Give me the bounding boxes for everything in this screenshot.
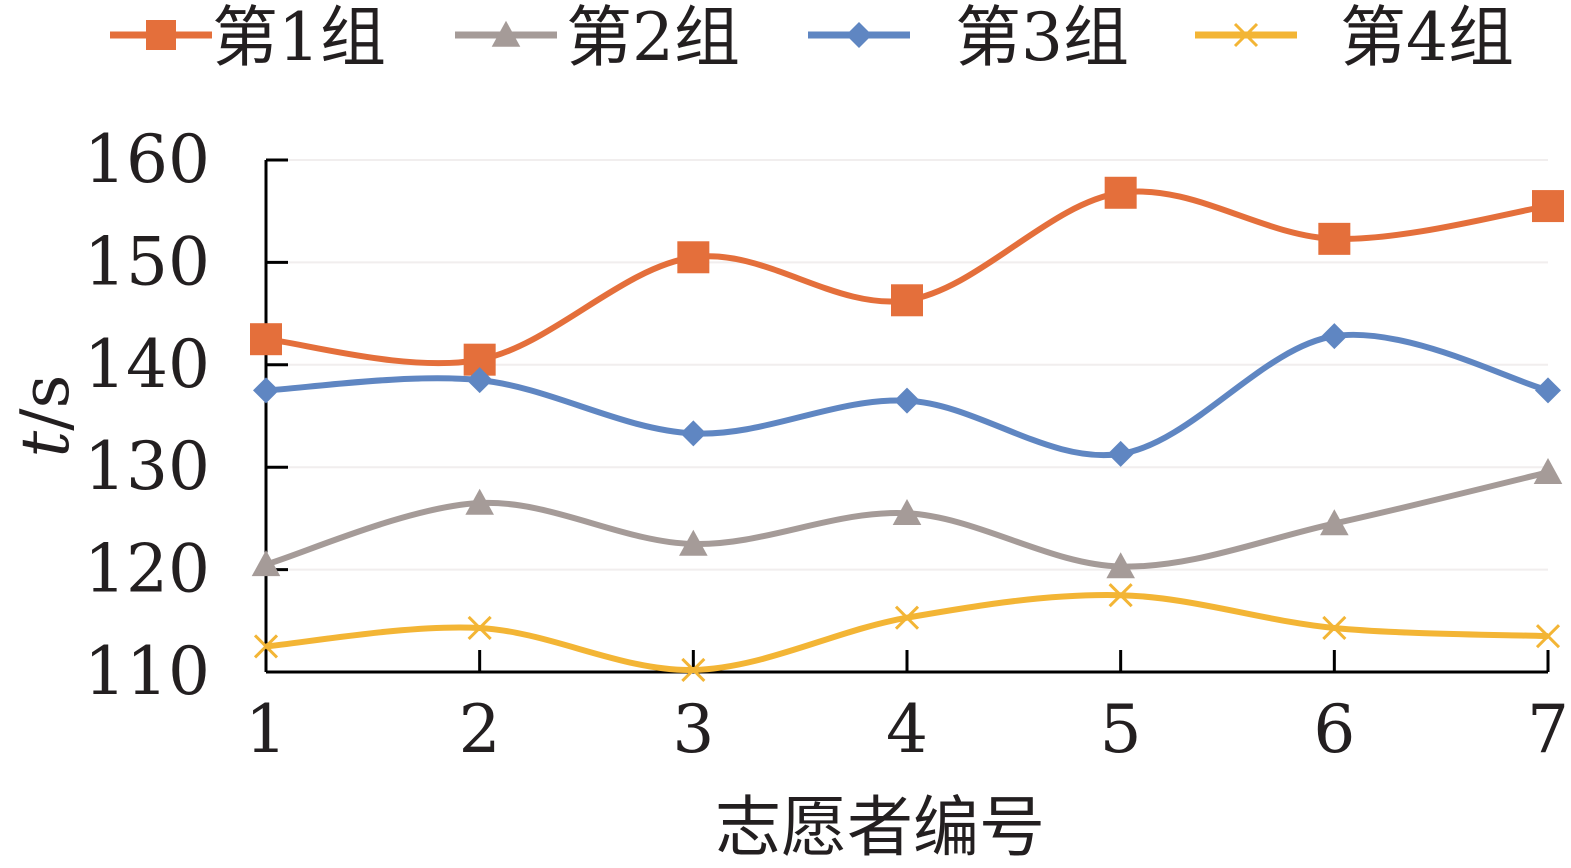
- legend: 第1组 第2组 第3组 第4组: [110, 0, 1514, 76]
- x-ticks: 1 2 3 4 5 6 7: [245, 650, 1569, 768]
- x-tick-label: 5: [1100, 691, 1142, 768]
- data-point: [1108, 583, 1133, 608]
- data-point: [1535, 377, 1561, 404]
- x-tick-label: 2: [459, 691, 501, 768]
- data-point: [892, 498, 922, 525]
- x-axis-label: 志愿者编号: [715, 789, 1045, 866]
- data-point: [1104, 176, 1137, 209]
- y-ticks: 110 120 130 140 150 160: [84, 121, 288, 710]
- data-point: [1320, 509, 1349, 536]
- data-point: [1322, 615, 1347, 641]
- y-tick-label: 160: [84, 121, 210, 198]
- y-tick-label: 110: [84, 633, 210, 710]
- series-2: [251, 458, 1563, 579]
- x-tick-label: 1: [245, 691, 287, 768]
- legend-marker: [491, 20, 521, 47]
- legend-label: 第2组: [566, 0, 740, 76]
- series-3: [253, 323, 1561, 467]
- data-point: [251, 550, 281, 577]
- data-point: [1318, 222, 1351, 255]
- data-point: [1532, 190, 1564, 223]
- x-tick-label: 4: [886, 691, 928, 768]
- x-tick-label: 6: [1313, 691, 1355, 768]
- y-tick-label: 140: [84, 326, 210, 403]
- legend-label: 第1组: [212, 0, 386, 76]
- legend-marker: [846, 22, 872, 48]
- series-group: [250, 176, 1564, 683]
- y-tick-label: 130: [84, 428, 210, 505]
- y-axis-label-variable: t: [7, 430, 84, 457]
- data-point: [253, 377, 279, 404]
- data-point: [1106, 552, 1135, 579]
- legend-item-1: 第1组: [110, 0, 386, 76]
- data-point: [894, 387, 920, 414]
- data-point: [1107, 440, 1134, 467]
- y-tick-label: 120: [84, 531, 210, 608]
- series-4: [253, 583, 1561, 683]
- data-point: [467, 615, 492, 641]
- data-point: [253, 634, 279, 659]
- data-point: [1535, 624, 1561, 649]
- legend-label: 第4组: [1340, 0, 1514, 76]
- legend-item-3: 第3组: [808, 0, 1129, 76]
- data-point: [679, 529, 708, 556]
- legend-item-2: 第2组: [455, 0, 740, 76]
- data-point: [677, 241, 710, 274]
- data-point: [894, 605, 920, 630]
- data-point: [466, 367, 493, 394]
- y-axis-label: t/s: [7, 375, 84, 458]
- data-point: [681, 657, 706, 683]
- y-tick-label: 150: [84, 223, 210, 300]
- data-point: [680, 420, 707, 447]
- legend-marker: [1233, 22, 1259, 48]
- legend-marker: [146, 20, 176, 50]
- legend-item-4: 第4组: [1195, 0, 1514, 76]
- series-1: [250, 176, 1564, 376]
- data-point: [891, 284, 923, 317]
- x-tick-label: 7: [1527, 691, 1569, 768]
- y-axis-label-unit: /s: [7, 375, 84, 431]
- data-point: [465, 488, 494, 515]
- data-point: [1321, 323, 1348, 350]
- x-tick-label: 3: [672, 691, 714, 768]
- legend-label: 第3组: [955, 0, 1129, 76]
- data-point: [1533, 458, 1563, 485]
- data-point: [250, 323, 282, 356]
